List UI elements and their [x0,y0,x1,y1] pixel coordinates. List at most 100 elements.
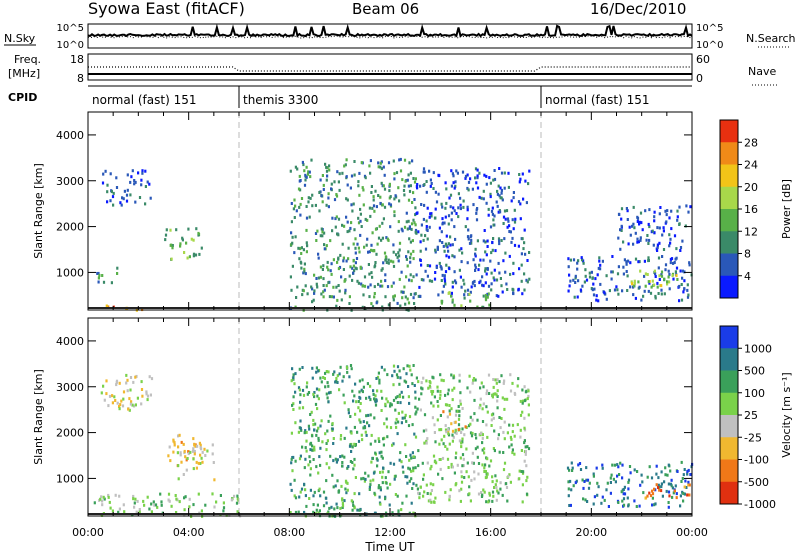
heatmap-cell [412,275,415,279]
heatmap-cell [171,246,174,250]
heatmap-cell [380,238,383,242]
heatmap-cell [438,396,442,400]
heatmap-cell [451,243,454,247]
heatmap-cell [192,437,195,441]
heatmap-cell [486,239,489,243]
heatmap-cell [689,473,692,476]
heatmap-cell [310,285,313,289]
heatmap-cell [325,178,328,182]
heatmap-cell [397,229,400,233]
heatmap-cell [354,412,357,416]
heatmap-cell [484,269,487,273]
heatmap-cell [590,270,593,274]
heatmap-cell [293,382,296,386]
heatmap-cell [308,497,311,500]
heatmap-cell [293,494,296,498]
heatmap-cell [134,403,137,407]
heatmap-cell [486,457,489,461]
heatmap-cell [451,465,454,469]
heatmap-cell [503,186,506,190]
heatmap-cell [307,196,310,200]
heatmap-cell [616,463,619,467]
heatmap-cell [408,189,412,193]
heatmap-cell [305,430,308,434]
heatmap-cell [298,406,301,410]
heatmap-cell [679,246,683,249]
heatmap-cell [407,301,411,305]
heatmap-cell [121,404,125,408]
heatmap-cell [362,426,365,430]
time-tick-label: 20:00 [575,526,607,539]
heatmap-cell [146,180,149,184]
heatmap-cell [118,494,121,498]
heatmap-cell [450,294,453,298]
heatmap-cell [496,399,499,403]
heatmap-cell [383,422,386,426]
heatmap-cell [439,265,442,268]
heatmap-cell [363,284,367,288]
heatmap-cell [344,288,347,292]
heatmap-cell [482,189,485,193]
heatmap-cell [128,397,131,401]
colorbar-tick-label: -25 [744,431,762,444]
heatmap-cell [192,447,195,451]
heatmap-cell [657,483,660,487]
heatmap-cell [644,209,647,213]
heatmap-cell [686,283,689,287]
heatmap-cell [405,211,408,215]
heatmap-cell [601,466,604,470]
heatmap-cell [486,435,489,439]
heatmap-cell [502,222,505,225]
heatmap-cell [314,232,318,235]
heatmap-cell [111,509,114,513]
heatmap-cell [367,285,370,289]
heatmap-cell [498,239,501,243]
heatmap-cell [452,435,455,439]
heatmap-cell [686,472,689,476]
heatmap-cell [334,457,337,461]
heatmap-cell [432,483,435,487]
heatmap-cell [369,479,372,483]
colorbar-tick-label: 12 [744,225,758,238]
heatmap-cell [458,414,461,418]
heatmap-cell [653,269,656,273]
heatmap-cell [119,403,122,407]
heatmap-cell [131,403,134,407]
heatmap-cell [485,272,488,276]
heatmap-cell [397,420,400,424]
heatmap-cell [434,207,437,211]
heatmap-cell [357,439,361,443]
heatmap-cell [195,460,198,464]
heatmap-cell [656,226,659,230]
heatmap-cell [466,235,470,239]
heatmap-cell [444,490,447,494]
heatmap-cell [521,471,525,475]
heatmap-cell [432,187,435,190]
heatmap-cell [445,187,448,191]
heatmap-cell [236,510,239,514]
heatmap-cell [389,426,393,430]
heatmap-cell [325,442,328,445]
heatmap-cell [305,205,308,208]
heatmap-cell [412,191,415,195]
heatmap-cell [426,237,429,241]
heatmap-cell [313,490,316,494]
heatmap-cell [491,480,494,484]
heatmap-cell [469,290,472,294]
heatmap-cell [448,409,451,413]
heatmap-cell [447,432,450,436]
heatmap-cell [613,463,616,467]
heatmap-cell [367,263,370,266]
y-tick-label: 4000 [56,335,84,348]
heatmap-cell [472,258,475,262]
heatmap-cell [306,244,309,248]
heatmap-cell [319,234,322,238]
heatmap-cell [377,165,380,169]
heatmap-cell [649,291,653,295]
heatmap-cell [471,187,474,191]
heatmap-cell [454,428,457,432]
heatmap-cell [469,431,473,435]
heatmap-cell [446,447,449,451]
heatmap-cell [343,401,346,405]
heatmap-cell [490,424,493,427]
